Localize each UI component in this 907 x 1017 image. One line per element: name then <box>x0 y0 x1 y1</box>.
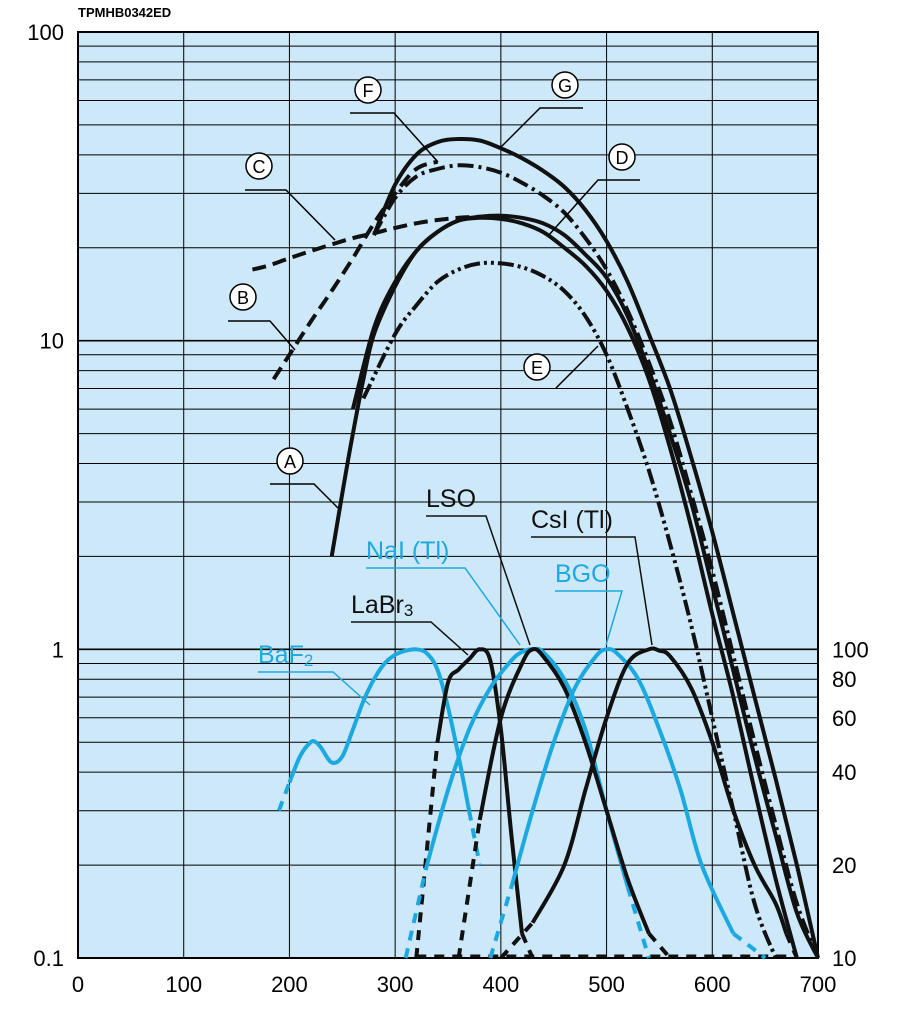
scintillator-curve-bgo <box>509 647 736 935</box>
right-tick-label: 40 <box>832 760 856 785</box>
label-g-text: G <box>558 76 572 96</box>
photocathode-curve-g <box>372 136 820 959</box>
right-tick-label: 60 <box>832 706 856 731</box>
scintillator-tail-right <box>625 886 651 959</box>
scintillator-tail-right <box>467 810 482 866</box>
scintillator-tail-right <box>520 932 535 959</box>
label-g-leader <box>499 107 583 149</box>
scintillator-tail-left <box>499 921 535 960</box>
photocathode-curve-f <box>372 163 820 959</box>
scintillator-curve-labr3 <box>435 647 524 934</box>
label-lso-leader <box>426 515 531 646</box>
label-b-text: B <box>237 288 249 308</box>
y-tick-label: 1 <box>52 637 64 662</box>
label-a-leader <box>270 483 339 509</box>
x-tick-label: 300 <box>377 972 414 997</box>
scintillator-tail-left <box>488 886 514 959</box>
label-csi-tl--leader <box>531 536 653 646</box>
label-a-circle <box>276 447 304 475</box>
y-tick-label: 100 <box>27 20 64 45</box>
x-tick-label: 0 <box>72 972 84 997</box>
label-nai-tl--leader <box>366 567 521 646</box>
label-nai-tl-: NaI (Tl) <box>366 537 449 565</box>
label-baf2: BaF2 <box>258 641 313 670</box>
right-axis-ticks: 100 80 60 40 20 10 <box>832 637 869 971</box>
label-e-leader <box>555 345 599 389</box>
y-tick-label: 10 <box>40 329 64 354</box>
label-labr3: LaBr3 <box>351 591 413 620</box>
right-tick-label: 10 <box>832 946 856 971</box>
x-tick-label: 100 <box>165 972 202 997</box>
scintillator-tail-left <box>277 781 292 812</box>
scintillator-tail-left <box>456 819 482 959</box>
label-c-text: C <box>253 157 266 177</box>
x-tick-label: 200 <box>271 972 308 997</box>
label-csi-tl-: CsI (Tl) <box>531 506 613 534</box>
scintillator-tail-right <box>647 932 672 960</box>
label-baf2-leader <box>258 671 371 706</box>
label-b-leader <box>228 320 296 351</box>
label-b-circle <box>229 283 257 311</box>
x-tick-label: 500 <box>588 972 625 997</box>
label-d-text: D <box>616 148 629 168</box>
x-tick-label: 600 <box>694 972 731 997</box>
annotations: A B C D E F G BaF2 LaBr3 NaI (Tl) LSO BGO CsI (Tl) <box>228 71 653 706</box>
label-e-text: E <box>531 358 543 378</box>
label-f-text: F <box>363 81 374 101</box>
plot-area <box>77 31 819 959</box>
label-d-leader <box>547 179 640 237</box>
scintillator-tail-right <box>732 932 767 960</box>
x-tick-label: 700 <box>800 972 837 997</box>
label-a-text: A <box>284 452 296 472</box>
scintillator-curve-baf2 <box>287 647 472 812</box>
label-c-leader <box>245 189 336 241</box>
grid <box>78 32 818 958</box>
scintillator-curve-lso <box>477 646 651 935</box>
label-labr3-leader <box>351 621 469 656</box>
x-tick-label: 400 <box>482 972 519 997</box>
scintillator-tail-left <box>414 742 440 959</box>
label-g-circle <box>551 71 579 99</box>
y-tick-label: 0.1 <box>33 946 64 971</box>
x-axis-ticks: 0 100 200 300 400 500 600 700 <box>72 972 836 997</box>
curves <box>251 136 820 960</box>
scintillator-curve-csi-tl- <box>530 646 789 935</box>
label-c-circle <box>245 152 273 180</box>
photocathode-curve-e <box>361 260 778 959</box>
figure-code: TPMHB0342ED <box>78 5 171 20</box>
photocathode-curve-a <box>329 215 799 959</box>
scintillator-tail-left <box>403 864 429 959</box>
label-d-circle <box>608 143 636 171</box>
right-tick-label: 100 <box>832 637 869 662</box>
label-lso: LSO <box>426 485 476 513</box>
label-bgo-leader <box>555 590 624 646</box>
label-e-circle <box>523 353 551 381</box>
label-f-leader <box>350 112 439 163</box>
right-tick-label: 20 <box>832 853 856 878</box>
right-tick-label: 80 <box>832 667 856 692</box>
label-f-circle <box>354 76 382 104</box>
y-axis-ticks: 100 10 1 0.1 <box>27 20 64 971</box>
label-bgo: BGO <box>555 560 611 588</box>
photocathode-curve-d <box>350 213 820 959</box>
